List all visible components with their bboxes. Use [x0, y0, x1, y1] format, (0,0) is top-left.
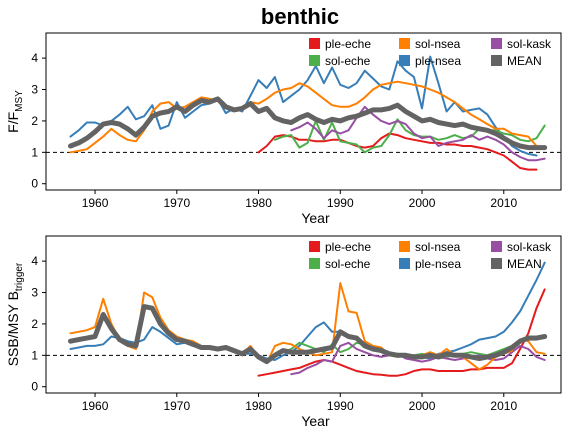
legend: ple-eche sol-eche sol-nsea ple-nsea sol-kask… [309, 240, 552, 271]
series-line-mean [68, 304, 548, 365]
legend-label-mean: MEAN [507, 257, 542, 271]
y-tick-label: 3 [31, 83, 38, 97]
legend-swatch-sol-nsea [399, 241, 410, 252]
legend-label-ple-eche: ple-eche [325, 37, 371, 51]
legend-swatch-ple-nsea [399, 258, 410, 269]
x-tick-label: 1960 [82, 399, 109, 413]
y-tick-label: 0 [31, 177, 38, 191]
y-tick-label: 1 [31, 348, 38, 362]
panel-f-fmsy: 1960 1970 1980 1990 2000 2010 0 1 2 3 4 Year F/FMSY p… [5, 32, 562, 226]
legend-swatch-sol-nsea [399, 38, 410, 49]
legend-swatch-sol-kask [491, 241, 502, 252]
legend-label-ple-nsea: ple-nsea [415, 257, 461, 271]
y-tick-label: 2 [31, 114, 38, 128]
legend: ple-eche sol-eche sol-nsea ple-nsea sol-kask… [309, 37, 552, 68]
legend-label-sol-eche: sol-eche [325, 257, 371, 271]
legend-swatch-ple-nsea [399, 55, 410, 66]
legend-label-ple-eche: ple-eche [325, 240, 371, 254]
x-tick-label: 2000 [409, 399, 436, 413]
y-axis-label-subscript: trigger [14, 262, 25, 291]
figure-title: benthic [261, 4, 339, 29]
y-tick-label: 4 [31, 254, 38, 268]
plot-frame [45, 235, 562, 394]
legend-label-mean: MEAN [507, 54, 542, 68]
legend-label-ple-nsea: ple-nsea [415, 54, 461, 68]
legend-swatch-ple-eche [309, 241, 320, 252]
x-tick-label: 2010 [490, 196, 517, 210]
series-line-sol-eche [273, 118, 546, 154]
x-tick-label: 1970 [163, 196, 190, 210]
y-tick-label: 1 [31, 145, 38, 159]
x-tick-label: 2010 [490, 399, 517, 413]
legend-swatch-ple-eche [309, 38, 320, 49]
x-tick-label: 1980 [245, 399, 272, 413]
x-tick-label: 2000 [409, 196, 436, 210]
y-axis-label-subscript: MSY [14, 90, 25, 112]
y-axis-label: SSB/MSY Btrigger [5, 262, 25, 366]
series-line-ple-nsea [69, 261, 546, 361]
y-tick-label: 4 [31, 51, 38, 65]
y-tick-label: 0 [31, 380, 38, 394]
series-line-ple-eche [257, 288, 546, 377]
legend-swatch-sol-eche [309, 55, 320, 66]
x-axis-label: Year [301, 413, 330, 429]
legend-swatch-mean [491, 55, 502, 66]
panel-ssb-btrigger: 1960 1970 1980 1990 2000 2010 0 1 2 3 4 Year SSB/MSY… [5, 235, 562, 429]
x-tick-label: 1970 [163, 399, 190, 413]
plot-frame [45, 32, 562, 191]
legend-swatch-sol-eche [309, 258, 320, 269]
x-axis-label: Year [301, 210, 330, 226]
y-axis-label-main: SSB/MSY B [5, 291, 21, 366]
x-tick-label: 1980 [245, 196, 272, 210]
y-tick-label: 2 [31, 317, 38, 331]
legend-label-sol-nsea: sol-nsea [415, 240, 461, 254]
series-line-ple-eche [257, 132, 538, 171]
x-tick-label: 1960 [82, 196, 109, 210]
x-tick-label: 1990 [327, 399, 354, 413]
legend-label-sol-kask: sol-kask [507, 240, 552, 254]
y-axis-label-main: F/F [5, 112, 21, 133]
series-line-sol-kask [290, 105, 546, 162]
legend-label-sol-kask: sol-kask [507, 37, 552, 51]
y-tick-label: 3 [31, 286, 38, 300]
x-tick-label: 1990 [327, 196, 354, 210]
y-axis-label: F/FMSY [5, 90, 25, 133]
legend-swatch-sol-kask [491, 38, 502, 49]
series-line-sol-kask [290, 341, 546, 376]
legend-swatch-mean [491, 258, 502, 269]
legend-label-sol-eche: sol-eche [325, 54, 371, 68]
series-line-mean [68, 96, 548, 151]
legend-label-sol-nsea: sol-nsea [415, 37, 461, 51]
